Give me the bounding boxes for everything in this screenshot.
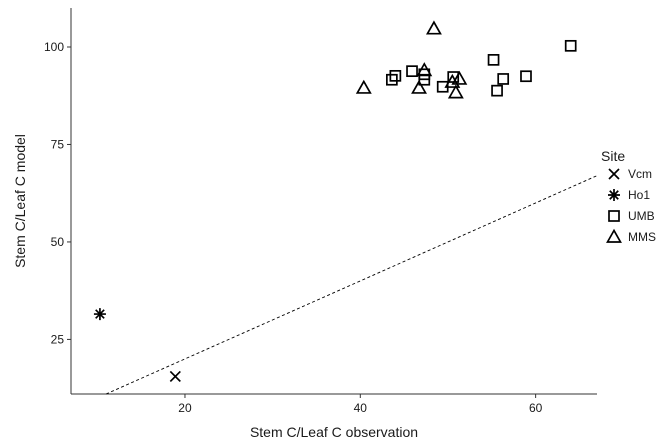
legend-label-vcm: Vcm <box>628 167 652 181</box>
reference-line-layer <box>105 175 598 395</box>
point-mms <box>355 79 372 94</box>
x-axis-title: Stem C/Leaf C observation <box>250 424 418 440</box>
y-tick-label: 100 <box>44 40 64 54</box>
point-umb <box>520 70 532 83</box>
point-umb <box>386 73 398 86</box>
point-mms <box>447 84 464 99</box>
y-tick-label: 25 <box>51 332 65 346</box>
y-axis-title: Stem C/Leaf C model <box>12 134 28 268</box>
point-mms <box>444 73 461 88</box>
point-vcm <box>169 370 181 383</box>
legend-label-ho1: Ho1 <box>628 188 650 202</box>
legend-marker-mms <box>606 228 622 243</box>
legend-title: Site <box>601 148 625 164</box>
legend: Site Vcm Ho1 UMB MMS <box>601 148 656 244</box>
point-umb <box>491 84 503 97</box>
point-mms <box>451 70 468 85</box>
point-umb <box>564 39 577 52</box>
identity-reference-line <box>105 175 598 395</box>
legend-label-umb: UMB <box>628 209 655 223</box>
point-umb <box>406 65 418 78</box>
legend-label-mms: MMS <box>628 230 656 244</box>
x-tick-label: 60 <box>529 401 543 415</box>
plot-frame <box>70 8 597 395</box>
tick-layer: 20 40 60 25 50 75 100 <box>44 40 543 415</box>
point-umb <box>487 54 500 66</box>
point-mms <box>411 79 427 94</box>
point-mms <box>425 20 442 35</box>
legend-marker-umb <box>608 210 620 222</box>
legend-marker-ho1 <box>608 189 620 201</box>
x-tick-label: 20 <box>178 401 192 415</box>
x-tick-label: 40 <box>354 401 368 415</box>
data-points-layer <box>93 20 577 383</box>
point-mms <box>416 62 433 77</box>
y-tick-label: 50 <box>51 235 65 249</box>
legend-marker-vcm <box>608 168 620 180</box>
y-tick-label: 75 <box>51 137 65 151</box>
point-umb <box>389 69 402 82</box>
point-umb <box>497 73 510 85</box>
point-ho1 <box>93 308 106 321</box>
